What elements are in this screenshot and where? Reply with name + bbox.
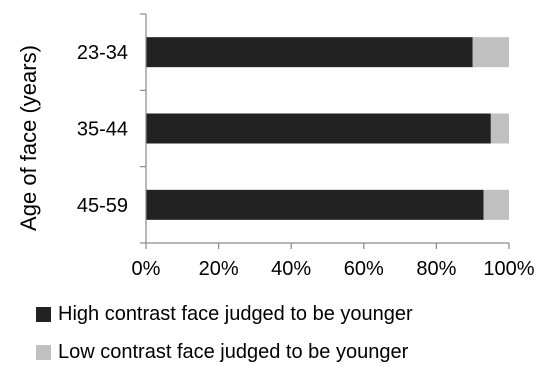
bar-segment-high-contrast-35-44 (146, 113, 491, 144)
legend-label-low-contrast: Low contrast face judged to be younger (58, 341, 409, 363)
bar-segment-high-contrast-45-59 (146, 189, 484, 220)
labels-layer: 23-34 35-44 45-59 0% 20% 40% 60% 80% 100% (77, 42, 535, 280)
bar-segment-high-contrast-23-34 (146, 37, 473, 68)
x-tick-label: 20% (199, 258, 239, 280)
x-tick-label: 40% (271, 258, 311, 280)
bar-segment-low-contrast-23-34 (472, 37, 509, 68)
legend-label-high-contrast: High contrast face judged to be younger (58, 303, 413, 325)
legend-item-high-contrast: High contrast face judged to be younger (36, 303, 413, 326)
x-tick-label: 80% (416, 258, 456, 280)
legend-swatch-high-contrast (36, 307, 51, 322)
legend-item-low-contrast: Low contrast face judged to be younger (36, 341, 408, 364)
legend-swatch-low-contrast (36, 345, 51, 360)
y-axis-title: Age of face (years) (16, 45, 41, 231)
x-tick-label: 100% (483, 258, 534, 280)
y-tick-label: 45-59 (77, 195, 128, 217)
stacked-bar-chart: 23-34 35-44 45-59 0% 20% 40% 60% 80% 100% Age of… (16, 13, 535, 280)
bars-layer (146, 37, 509, 220)
bar-segment-low-contrast-45-59 (483, 189, 509, 220)
y-tick-label: 23-34 (77, 42, 128, 64)
y-tick-label: 35-44 (77, 119, 128, 141)
axes-layer (140, 13, 510, 249)
x-tick-label: 60% (344, 258, 384, 280)
x-tick-label: 0% (132, 258, 161, 280)
bar-segment-low-contrast-35-44 (490, 113, 509, 144)
